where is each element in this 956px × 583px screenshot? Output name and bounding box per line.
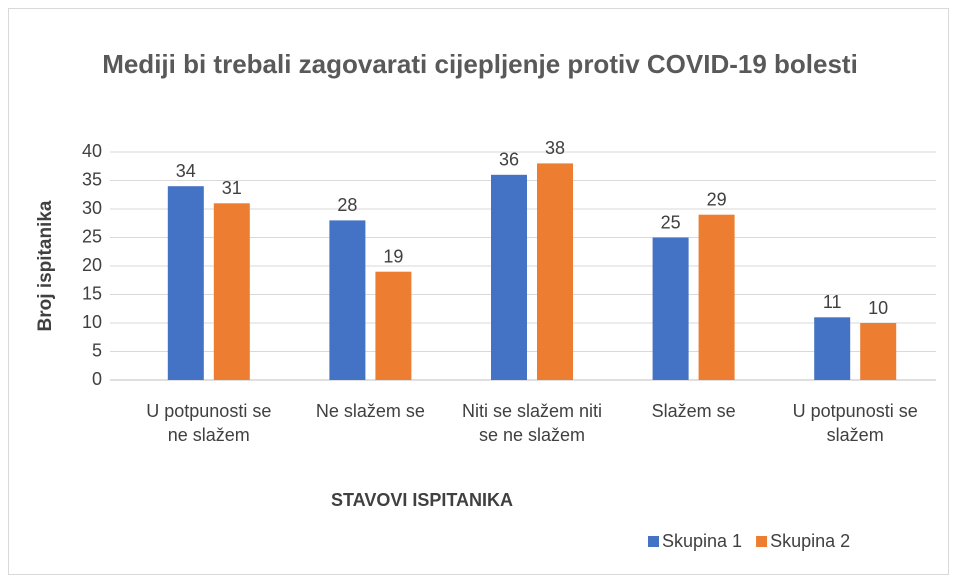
x-tick-label: Ne slažem se <box>315 401 425 421</box>
chart-border <box>8 8 949 575</box>
data-label: 36 <box>499 150 519 170</box>
y-tick-label: 30 <box>82 198 102 218</box>
data-label: 11 <box>823 292 842 312</box>
data-label: 25 <box>661 212 681 232</box>
x-axis-label: STAVOVI ISPITANIKA <box>330 490 513 510</box>
y-tick-label: 25 <box>82 226 102 246</box>
bar <box>652 237 689 380</box>
legend-swatch <box>648 536 659 547</box>
y-tick-label: 5 <box>92 340 102 360</box>
data-label: 10 <box>868 298 888 318</box>
bar <box>698 214 735 380</box>
y-tick-label: 35 <box>82 169 102 189</box>
legend-label: Skupina 1 <box>662 531 742 551</box>
data-label: 31 <box>222 178 242 198</box>
data-label: 19 <box>383 246 403 266</box>
x-tick-label: U potpunosti se ne slažem <box>146 401 272 445</box>
x-tick-label: U potpunosti se slažem <box>792 401 918 445</box>
chart-title: Mediji bi trebali zagovarati cijepljenje… <box>102 49 858 79</box>
y-tick-label: 15 <box>82 283 102 303</box>
y-tick-label: 10 <box>82 312 102 332</box>
legend-swatch <box>756 536 768 547</box>
y-tick-label: 40 <box>82 141 102 161</box>
bar <box>213 203 250 380</box>
y-axis-label: Broj ispitanika <box>35 200 56 331</box>
y-tick-label: 20 <box>82 255 102 275</box>
bar <box>167 186 204 380</box>
x-tick-label: Slažem se <box>651 401 736 421</box>
data-label: 29 <box>707 189 727 209</box>
legend-label: Skupina 2 <box>770 531 850 551</box>
bar <box>814 317 851 380</box>
bar <box>375 271 412 380</box>
y-tick-label: 0 <box>92 369 102 389</box>
data-label: 34 <box>176 161 196 181</box>
data-label: 38 <box>545 138 565 158</box>
data-label: 28 <box>337 195 357 215</box>
x-tick-label: Niti se slažem niti se ne slažem <box>461 401 603 445</box>
bar <box>329 220 366 380</box>
bar <box>860 323 897 380</box>
bar <box>537 163 573 380</box>
bar <box>491 174 527 380</box>
